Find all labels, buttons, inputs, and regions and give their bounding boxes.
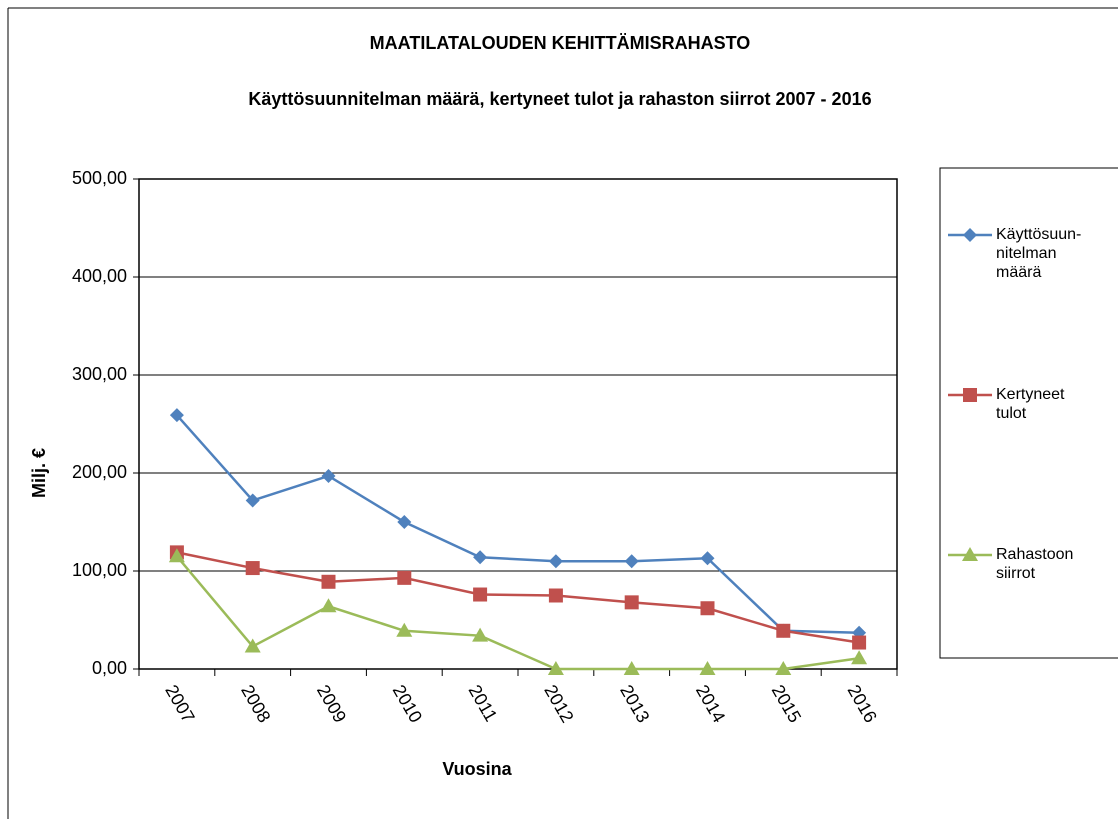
x-tick-label: 2012 <box>540 681 577 726</box>
marker <box>776 623 791 638</box>
x-tick-label: 2010 <box>389 681 426 726</box>
marker <box>699 661 716 675</box>
marker <box>852 635 867 650</box>
series-line <box>176 551 860 644</box>
marker <box>321 574 336 589</box>
marker <box>700 551 715 566</box>
x-tick-label: 2008 <box>237 681 274 726</box>
marker <box>245 493 260 508</box>
marker <box>547 661 564 675</box>
marker <box>624 595 639 610</box>
marker <box>397 515 412 529</box>
y-tick-label: 0,00 <box>92 658 127 678</box>
marker <box>244 638 261 653</box>
x-tick-label: 2014 <box>692 681 729 726</box>
marker <box>168 548 185 563</box>
marker <box>245 561 260 576</box>
marker <box>321 468 336 483</box>
marker <box>963 388 977 402</box>
marker <box>548 554 563 569</box>
x-tick-label: 2009 <box>313 681 350 726</box>
marker <box>962 547 978 561</box>
legend-label: Käyttösuun- nitelman määrä <box>996 226 1082 281</box>
marker <box>548 588 563 603</box>
chart-subtitle: Käyttösuunnitelman määrä, kertyneet tulo… <box>248 89 871 109</box>
marker <box>851 650 868 665</box>
marker <box>472 627 489 642</box>
marker <box>624 554 639 569</box>
y-tick-label: 500,00 <box>72 168 127 188</box>
x-tick-label: 2011 <box>465 681 502 725</box>
marker <box>700 601 715 616</box>
y-axis-title: Milj. € <box>29 448 49 498</box>
marker <box>320 598 337 613</box>
series-line <box>175 414 860 634</box>
x-axis-title: Vuosina <box>442 759 512 779</box>
marker <box>169 408 184 423</box>
marker <box>396 622 413 637</box>
legend-box <box>939 167 1118 659</box>
x-tick-label: 2016 <box>844 681 881 726</box>
marker <box>775 661 792 675</box>
y-tick-label: 200,00 <box>72 462 127 482</box>
legend-label: Rahastoon siirrot <box>996 546 1074 582</box>
series-line <box>175 555 860 671</box>
legend-label: Kertyneet tulot <box>996 386 1065 422</box>
marker <box>623 661 640 675</box>
chart-title: MAATILATALOUDEN KEHITTÄMISRAHASTO <box>370 33 751 53</box>
marker <box>397 570 412 585</box>
marker <box>963 228 977 242</box>
y-tick-label: 400,00 <box>72 266 127 286</box>
marker <box>473 587 488 602</box>
y-tick-label: 100,00 <box>72 560 127 580</box>
x-tick-label: 2013 <box>616 681 653 726</box>
x-tick-label: 2007 <box>161 681 198 726</box>
x-tick-label: 2015 <box>768 681 805 726</box>
marker <box>473 550 488 565</box>
y-tick-label: 300,00 <box>72 364 127 384</box>
